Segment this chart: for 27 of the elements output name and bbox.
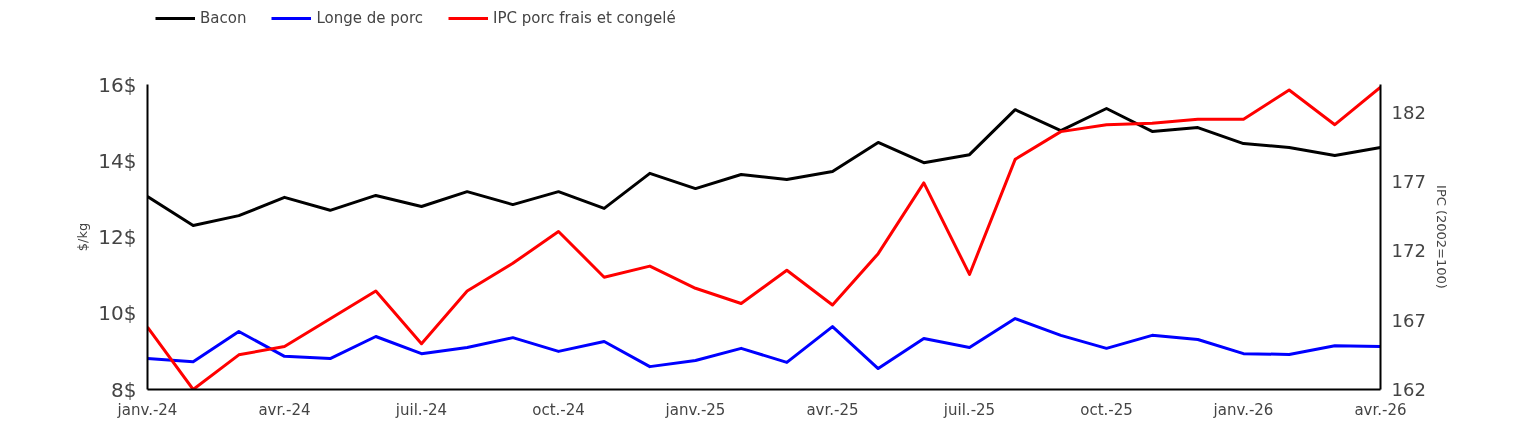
line-series bbox=[147, 85, 1381, 390]
y-axis-title: $/kg bbox=[75, 222, 91, 252]
y-tick-label: 14$ bbox=[98, 148, 137, 173]
y2-tick-label: 162 bbox=[1391, 379, 1426, 400]
legend-label: Bacon bbox=[200, 9, 247, 27]
line-series bbox=[147, 317, 1381, 371]
y-tick-label: 12$ bbox=[98, 225, 137, 249]
y-tick-label: 16$ bbox=[98, 72, 137, 97]
y-tick-label: 8$ bbox=[111, 377, 137, 402]
y2-tick-label: 177 bbox=[1391, 171, 1426, 193]
legend-label: Longe de porc bbox=[316, 9, 424, 27]
x-tick-label: oct.-24 bbox=[532, 400, 585, 419]
y2-tick-label: 167 bbox=[1391, 309, 1426, 331]
x-tick-label: juil.-25 bbox=[942, 400, 996, 419]
x-tick-label: oct.-25 bbox=[1080, 400, 1133, 419]
y2-tick-label: 182 bbox=[1391, 101, 1426, 123]
y-tick-label: 10$ bbox=[98, 301, 137, 326]
y2-axis-title: IPC (2002=100) bbox=[1433, 185, 1449, 289]
x-tick-label: janv.-25 bbox=[664, 400, 726, 419]
x-tick-label: avr.-24 bbox=[258, 400, 311, 419]
x-tick-label: janv.-24 bbox=[116, 400, 178, 419]
legend-label: IPC porc frais et congelé bbox=[493, 9, 676, 27]
x-tick-label: avr.-25 bbox=[806, 400, 859, 419]
x-tick-label: janv.-26 bbox=[1212, 400, 1274, 419]
y2-tick-label: 172 bbox=[1391, 240, 1426, 262]
x-tick-label: juil.-24 bbox=[394, 400, 448, 419]
x-tick-label: avr.-26 bbox=[1354, 400, 1407, 419]
